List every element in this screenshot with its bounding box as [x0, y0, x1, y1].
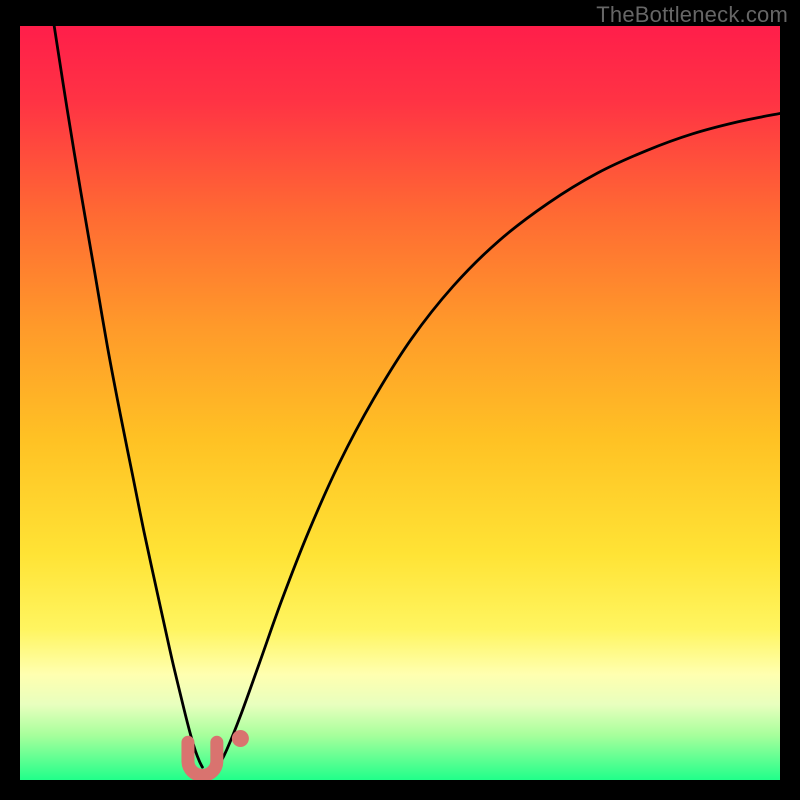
- outer-frame: TheBottleneck.com: [0, 0, 800, 800]
- curve-right-curve: [219, 113, 780, 764]
- curve-left-curve: [54, 26, 202, 767]
- watermark-text: TheBottleneck.com: [596, 2, 788, 28]
- marker-u: [188, 742, 217, 775]
- marker-dot: [232, 730, 249, 747]
- plot-area: [20, 26, 780, 780]
- chart-svg: [20, 26, 780, 780]
